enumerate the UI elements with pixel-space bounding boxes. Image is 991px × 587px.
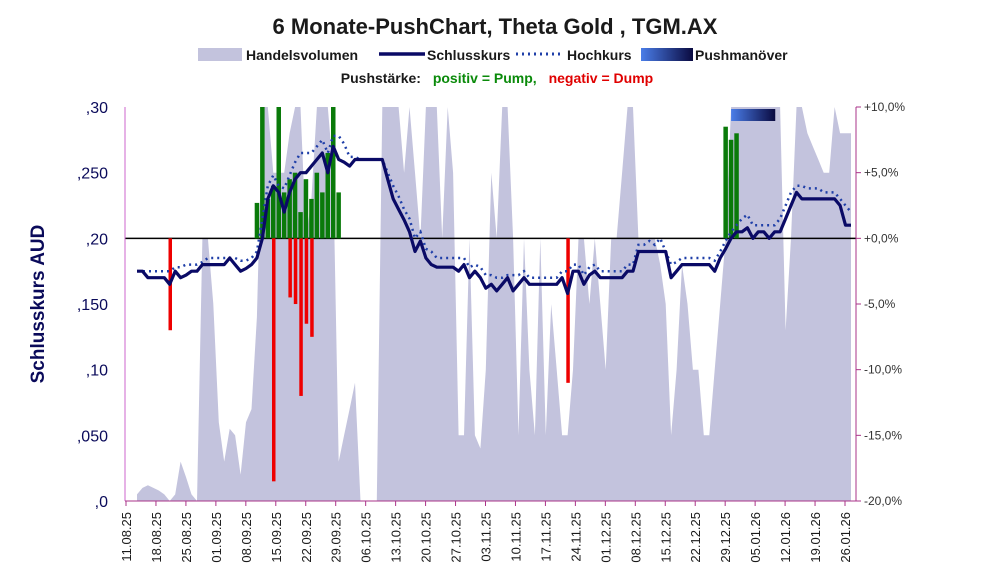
pump-bar: [265, 198, 271, 239]
dump-bar: [566, 238, 570, 383]
push-positive-label: positiv = Pump,: [433, 70, 537, 86]
x-tick-label: 22.12.25: [688, 512, 703, 563]
y2-tick-label: +10,0%: [864, 100, 905, 114]
x-tick-label: 19.01.26: [808, 512, 823, 563]
y2-tick-label: -20,0%: [864, 494, 902, 508]
y2-tick-label: +0,0%: [864, 231, 899, 245]
x-tick-label: 15.09.25: [269, 512, 284, 563]
x-tick-label: 12.01.26: [778, 512, 793, 563]
y-axis-label: Schlusskurs AUD: [28, 225, 49, 384]
x-tick-label: 13.10.25: [389, 512, 404, 563]
legend-push-label: Pushmanöver: [695, 47, 788, 63]
y2-tick-label: -10,0%: [864, 363, 902, 377]
x-tick-label: 05.01.26: [748, 512, 763, 563]
push-negative-label: negativ = Dump: [549, 70, 654, 86]
legend: Handelsvolumen Schlusskurs Hochkurs Push…: [198, 47, 788, 63]
pump-bar: [728, 139, 734, 239]
x-tick-label: 20.10.25: [419, 512, 434, 563]
x-tick-label: 25.08.25: [179, 512, 194, 563]
y2-tick-label: +5,0%: [864, 166, 899, 180]
y-tick-label: ,20: [86, 231, 108, 248]
dump-bar: [272, 238, 276, 482]
pump-bar: [723, 126, 728, 239]
pump-bar: [281, 192, 287, 239]
x-tick-label: 06.10.25: [359, 512, 374, 563]
pump-bar: [336, 192, 341, 239]
x-tick-label: 24.11.25: [568, 512, 583, 562]
x-tick-label: 08.12.25: [628, 512, 643, 563]
legend-high-label: Hochkurs: [567, 47, 632, 63]
pump-bar: [314, 172, 320, 239]
dump-bar: [299, 238, 303, 396]
x-tick-label: 22.09.25: [299, 512, 314, 563]
pump-bar: [734, 133, 739, 239]
y2-tick-label: -5,0%: [864, 297, 896, 311]
x-tick-label: 08.09.25: [239, 512, 254, 563]
y2-tick-label: -15,0%: [864, 428, 902, 442]
dump-bar: [310, 238, 314, 337]
high-line: [137, 134, 852, 279]
x-tick-label: 03.11.25: [479, 512, 494, 562]
pump-bar: [325, 153, 330, 239]
pump-bar: [260, 107, 265, 239]
volume-area: [137, 107, 851, 501]
dump-bar: [304, 238, 309, 324]
x-tick-label: 01.09.25: [209, 512, 224, 563]
pump-bar: [292, 172, 298, 239]
pump-bar: [271, 185, 276, 239]
close-line: [137, 144, 851, 296]
pump-bar: [303, 179, 309, 239]
y-tick-label: ,0: [95, 494, 108, 511]
pump-bar: [276, 107, 281, 239]
pump-bar: [298, 212, 303, 239]
dump-bar: [288, 238, 292, 298]
y-tick-label: ,30: [86, 100, 108, 117]
x-tick-label: 27.10.25: [449, 512, 464, 563]
chart-title: 6 Monate-PushChart, Theta Gold , TGM.AX: [273, 14, 718, 39]
x-tick-label: 10.11.25: [508, 512, 523, 562]
legend-close-label: Schlusskurs: [427, 47, 510, 63]
pump-bar: [254, 202, 260, 239]
y-tick-label: ,250: [77, 166, 108, 183]
x-tick-label: 15.12.25: [658, 512, 673, 563]
push-band: [731, 109, 776, 121]
legend-volume-swatch: [198, 48, 242, 61]
x-tick-label: 26.01.26: [838, 512, 853, 563]
push-strength-line: Pushstärke: positiv = Pump, negativ = Du…: [341, 70, 653, 86]
x-tick-label: 29.09.25: [329, 512, 344, 563]
pump-bar: [320, 192, 325, 239]
x-tick-label: 17.11.25: [538, 512, 553, 562]
dump-bar: [293, 238, 298, 305]
x-tick-label: 01.12.25: [598, 512, 613, 563]
legend-volume-label: Handelsvolumen: [246, 47, 358, 63]
x-tick-label: 11.08.25: [119, 512, 134, 562]
y-tick-label: ,050: [77, 428, 108, 445]
y-tick-label: ,150: [77, 297, 108, 314]
legend-push-swatch: [641, 48, 693, 61]
pump-bar: [287, 179, 292, 239]
push-strength-label: Pushstärke:: [341, 70, 421, 86]
x-tick-label: 29.12.25: [718, 512, 733, 563]
pump-bar: [309, 198, 314, 239]
x-tick-label: 18.08.25: [149, 512, 164, 563]
y-tick-label: ,10: [86, 363, 108, 380]
pump-bar: [331, 107, 336, 239]
